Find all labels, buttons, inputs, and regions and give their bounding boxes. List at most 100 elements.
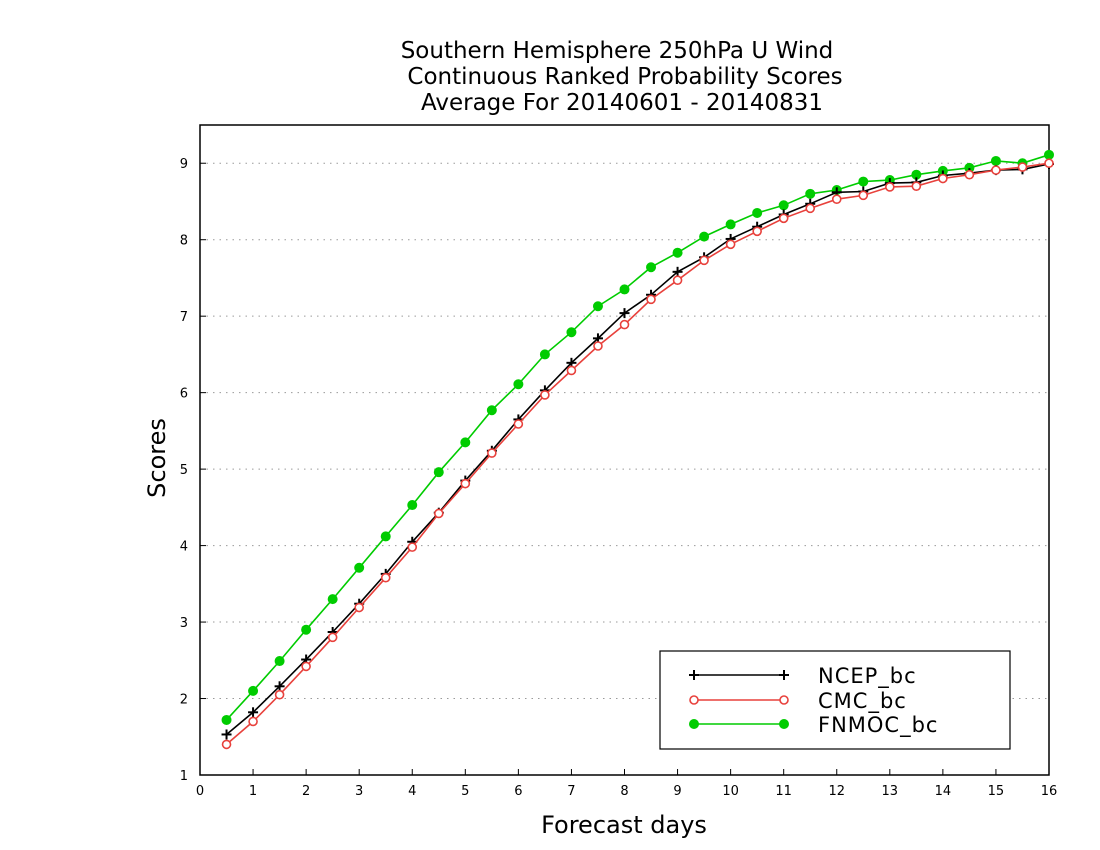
series-fnmoc-bc [221, 149, 1054, 725]
legend-marker-end-fnmoc-bc [779, 719, 789, 729]
point-cmc-bc-14 [593, 341, 603, 351]
point-fnmoc-bc-31 [1044, 149, 1054, 160]
point-fnmoc-bc-13 [566, 327, 577, 338]
legend-marker-start-fnmoc-bc [689, 719, 699, 729]
x-tick-label-6: 6 [514, 784, 522, 799]
legend-label-cmc-bc: CMC_bc [818, 689, 907, 714]
point-fnmoc-bc-8 [433, 467, 444, 478]
x-tick-label-1: 1 [249, 784, 257, 799]
point-fnmoc-bc-17 [672, 247, 683, 258]
point-cmc-bc-24 [858, 190, 869, 201]
point-cmc-bc-27 [938, 173, 948, 184]
x-tick-label-9: 9 [673, 784, 681, 799]
point-fnmoc-bc-3 [301, 624, 312, 635]
point-fnmoc-bc-15 [619, 284, 630, 295]
legend-item-fnmoc-bc: FNMOC_bc [689, 713, 938, 738]
point-cmc-bc-11 [513, 419, 524, 429]
series-line-ncep-bc [225, 163, 1050, 736]
point-fnmoc-bc-16 [646, 262, 657, 273]
legend-marker-start-ncep-bc [689, 670, 699, 680]
point-fnmoc-bc-19 [725, 219, 736, 230]
point-cmc-bc-13 [566, 365, 577, 376]
point-cmc-bc-9 [460, 478, 471, 489]
chart-title-line-1: Southern Hemisphere 250hPa U Wind [401, 38, 834, 64]
legend-item-cmc-bc: CMC_bc [689, 689, 907, 714]
point-fnmoc-bc-9 [460, 437, 471, 448]
point-cmc-bc-8 [433, 508, 444, 519]
point-cmc-bc-25 [885, 182, 895, 192]
point-cmc-bc-7 [407, 542, 418, 552]
chart-title-line-2: Continuous Ranked Probability Scores [407, 64, 842, 90]
point-fnmoc-bc-10 [486, 405, 497, 416]
point-fnmoc-bc-20 [752, 207, 763, 218]
gridlines [200, 162, 1049, 700]
point-cmc-bc-2 [274, 689, 285, 700]
point-fnmoc-bc-4 [327, 594, 338, 605]
y-tick-label-3: 3 [180, 616, 188, 631]
point-cmc-bc-19 [725, 239, 736, 250]
x-tick-label-5: 5 [461, 784, 469, 799]
chart-title-line-3: Average For 20140601 - 20140831 [421, 90, 823, 116]
legend-marker-end-ncep-bc [779, 670, 789, 680]
y-tick-label-6: 6 [180, 387, 188, 402]
point-ncep-bc-2 [274, 681, 285, 692]
point-fnmoc-bc-22 [805, 188, 816, 199]
point-fnmoc-bc-14 [592, 301, 603, 312]
point-cmc-bc-26 [911, 181, 922, 191]
point-cmc-bc-1 [248, 716, 258, 727]
y-axis-title: Scores [143, 418, 171, 498]
point-cmc-bc-22 [805, 203, 816, 214]
point-cmc-bc-17 [672, 275, 683, 286]
legend-item-ncep-bc: NCEP_bc [689, 664, 916, 689]
point-ncep-bc-0 [221, 729, 232, 740]
x-tick-label-8: 8 [620, 784, 628, 799]
point-cmc-bc-31 [1044, 158, 1054, 169]
point-cmc-bc-29 [991, 165, 1001, 175]
y-tick-label-9: 9 [180, 157, 188, 172]
point-cmc-bc-30 [1017, 162, 1028, 172]
point-fnmoc-bc-1 [248, 685, 259, 696]
series-group [221, 149, 1054, 750]
point-cmc-bc-23 [831, 194, 842, 204]
point-cmc-bc-4 [327, 632, 338, 643]
point-cmc-bc-20 [752, 226, 762, 237]
point-fnmoc-bc-12 [539, 349, 550, 360]
point-fnmoc-bc-7 [407, 500, 418, 511]
x-tick-label-0: 0 [196, 784, 204, 799]
legend-marker-start-cmc-bc [689, 695, 699, 705]
point-fnmoc-bc-29 [990, 155, 1001, 166]
x-tick-label-3: 3 [355, 784, 363, 799]
point-ncep-bc-15 [619, 308, 630, 319]
point-fnmoc-bc-6 [380, 531, 391, 542]
point-cmc-bc-21 [778, 213, 789, 224]
point-ncep-bc-1 [248, 707, 259, 718]
point-cmc-bc-10 [487, 448, 497, 458]
x-tick-label-7: 7 [567, 784, 575, 799]
chart-title: Southern Hemisphere 250hPa U Wind Contin… [401, 38, 843, 116]
point-cmc-bc-5 [354, 602, 364, 613]
point-cmc-bc-6 [380, 572, 391, 583]
y-tick-label-8: 8 [180, 234, 188, 249]
y-tick-label-5: 5 [180, 463, 188, 478]
point-fnmoc-bc-18 [699, 231, 710, 242]
y-tick-label-1: 1 [180, 769, 188, 784]
point-fnmoc-bc-11 [513, 379, 524, 390]
point-ncep-bc-17 [672, 266, 683, 277]
y-tick-label-2: 2 [180, 693, 188, 708]
point-cmc-bc-3 [301, 661, 311, 672]
series-cmc-bc [221, 158, 1054, 750]
x-tick-label-10: 10 [722, 784, 739, 799]
point-fnmoc-bc-21 [778, 200, 789, 211]
x-tick-label-11: 11 [775, 784, 792, 799]
x-axis-title: Forecast days [541, 811, 707, 839]
y-tick-label-7: 7 [180, 310, 188, 325]
point-cmc-bc-28 [964, 169, 975, 180]
x-tick-label-2: 2 [302, 784, 310, 799]
legend-label-fnmoc-bc: FNMOC_bc [818, 713, 938, 738]
point-cmc-bc-15 [619, 319, 630, 330]
x-tick-label-4: 4 [408, 784, 416, 799]
x-tick-label-12: 12 [828, 784, 845, 799]
y-tick-label-4: 4 [180, 540, 188, 555]
